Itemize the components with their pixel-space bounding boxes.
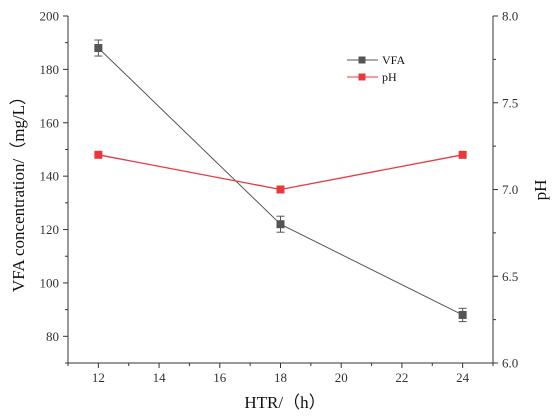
x-tick-label: 12: [92, 370, 105, 385]
vfa-point: [94, 44, 103, 53]
x-ticks: 12 14 16 18 20 22 24: [67, 363, 494, 385]
right-y-axis-title: pH: [531, 180, 550, 201]
left-y-tick-label: 100: [40, 275, 60, 290]
ph-point: [94, 150, 103, 159]
legend-ph-marker: [358, 73, 366, 81]
right-y-tick-label: 6.0: [502, 356, 518, 371]
legend-item-ph: pH: [347, 70, 397, 84]
legend-ph-label: pH: [382, 70, 397, 84]
x-tick-label: 24: [456, 370, 470, 385]
right-y-tick-label: 6.5: [502, 269, 518, 284]
x-axis-title: HTR/（h）: [244, 393, 325, 412]
x-tick-label: 18: [274, 370, 287, 385]
ph-series-line: [98, 154, 463, 191]
right-y-ticks: 6.0 6.5 7.0 7.5 8.0: [493, 9, 518, 371]
x-tick-label: 16: [213, 370, 227, 385]
x-tick-label: 22: [395, 370, 408, 385]
left-y-ticks: 80 100 120 140 160 180 200: [40, 9, 68, 364]
left-y-tick-label: 180: [40, 62, 60, 77]
x-tick-label: 14: [153, 370, 167, 385]
legend-item-vfa: VFA: [347, 53, 405, 67]
legend: VFA pH: [347, 53, 405, 84]
right-y-tick-label: 8.0: [502, 9, 518, 24]
vfa-point: [458, 310, 467, 319]
right-y-tick-label: 7.0: [502, 182, 518, 197]
vfa-point: [276, 220, 285, 229]
right-y-tick-label: 7.5: [502, 95, 518, 110]
series-layer: [94, 39, 467, 323]
left-y-tick-label: 160: [40, 115, 60, 130]
left-y-tick-label: 140: [40, 169, 60, 184]
legend-vfa-label: VFA: [382, 53, 405, 67]
legend-vfa-marker: [358, 56, 366, 64]
vfa-series-line: [98, 47, 463, 316]
left-y-tick-label: 200: [40, 9, 60, 24]
left-y-tick-label: 80: [46, 329, 59, 344]
left-y-tick-label: 120: [40, 222, 60, 237]
x-tick-label: 20: [335, 370, 348, 385]
left-y-axis-title: VFA concentration/（mg/L）: [9, 88, 28, 292]
ph-point: [276, 185, 285, 194]
ph-point: [458, 150, 467, 159]
